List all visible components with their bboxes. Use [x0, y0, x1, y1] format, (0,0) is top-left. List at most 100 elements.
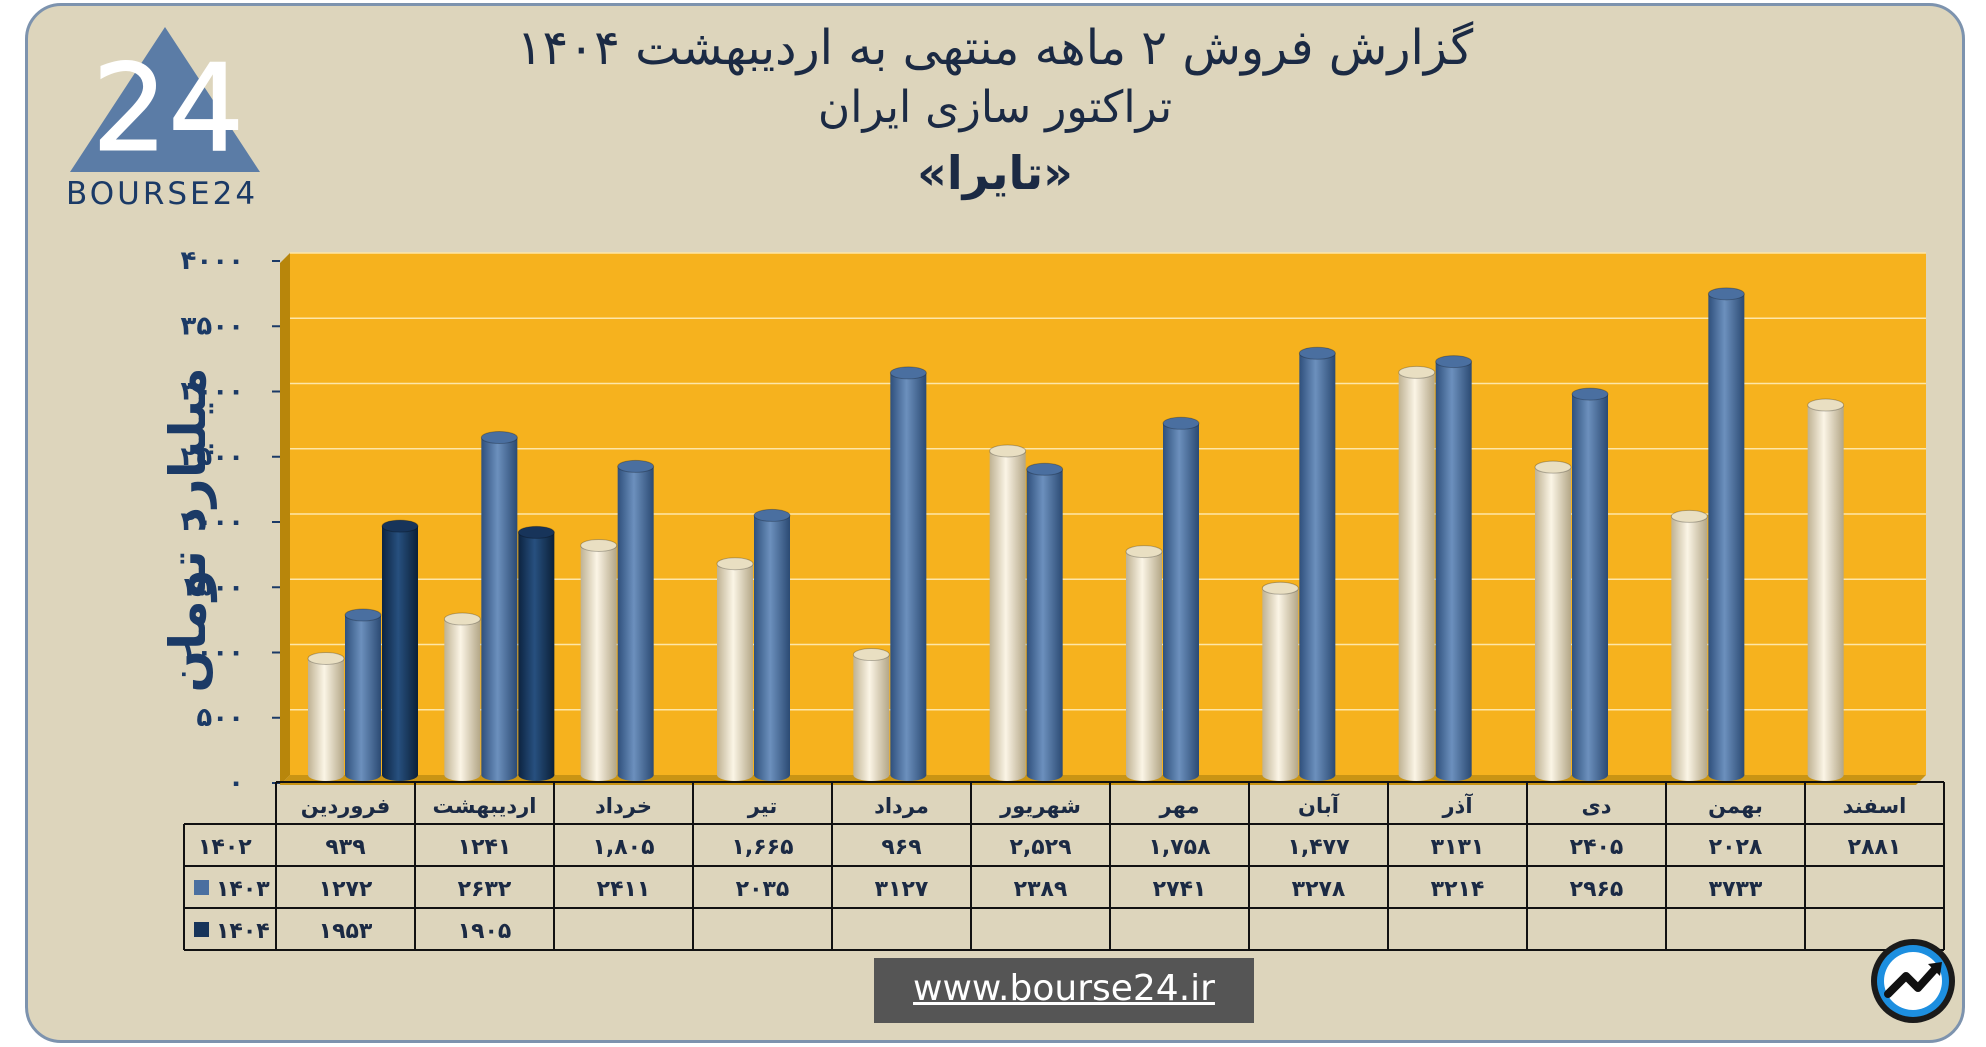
bar [1435, 355, 1473, 781]
bar-base [890, 769, 927, 781]
bar-cap [1162, 416, 1200, 430]
bar-base [345, 769, 381, 781]
data-label: ۲۳۸۹ [1014, 877, 1068, 902]
bar-base [1299, 769, 1336, 781]
bar-body [345, 615, 381, 775]
x-tick-label: آذر [1441, 793, 1473, 818]
bar-base [717, 769, 753, 781]
legend-swatch [194, 922, 209, 937]
data-label: ۱,۷۵۸ [1148, 835, 1211, 860]
bar-cap [617, 459, 655, 473]
data-label: ۱,۸۰۵ [592, 835, 654, 860]
bar-body [1126, 551, 1162, 775]
bar-cap [1670, 509, 1708, 523]
logo-text: BOURSE24 [66, 176, 259, 212]
bar [344, 608, 382, 781]
x-tick-label: تیر [747, 794, 778, 818]
bar-base [1572, 769, 1608, 781]
y-tick-label: ۴۰۰۰ [181, 246, 244, 276]
x-tick-label: مرداد [874, 794, 929, 818]
y-tick-label: ۲۰۰۰ [181, 507, 244, 537]
bar [1026, 462, 1064, 781]
trend-arrow-circle-icon[interactable] [1868, 936, 1958, 1026]
bar-base [617, 769, 654, 781]
bar [1398, 365, 1436, 781]
data-label: ۳۱۲۷ [875, 877, 929, 902]
bar-cap [480, 431, 518, 445]
bar [1534, 460, 1572, 781]
bar-body [890, 372, 927, 775]
bar-cap [1026, 462, 1064, 476]
bar [617, 459, 655, 781]
bar-body [717, 563, 753, 775]
legend-label: ۱۴۰۴ [216, 919, 270, 944]
bar-base [1026, 769, 1063, 781]
x-tick-label: شهریور [999, 794, 1081, 818]
bar [753, 508, 791, 781]
bar-cap [1534, 460, 1572, 474]
data-label: ۱۲۷۲ [319, 877, 373, 902]
bar [443, 612, 481, 781]
bar-base [382, 769, 418, 781]
data-label: ۱۹۰۵ [458, 919, 512, 944]
bar-cap [1707, 287, 1745, 301]
bar-cap [989, 444, 1027, 458]
bourse24-logo-icon: 24 [70, 27, 260, 180]
bar-base [1163, 769, 1199, 781]
bar-cap [381, 519, 419, 533]
bar [381, 519, 419, 781]
bar-body [754, 515, 790, 775]
y-tick-label: ۳۵۰۰ [181, 311, 244, 341]
bar-base [1807, 769, 1844, 781]
bar [517, 525, 555, 781]
website-link[interactable]: www.bourse24.ir [874, 958, 1254, 1023]
bar-base [989, 769, 1026, 781]
data-label: ۱,۴۷۷ [1287, 835, 1350, 860]
bar-body [444, 619, 481, 775]
x-tick-label: اردیبهشت [433, 794, 537, 818]
bar-cap [753, 508, 791, 522]
x-tick-label: خرداد [595, 794, 652, 818]
bar-body [617, 466, 654, 775]
legend-swatch [194, 880, 209, 895]
data-label: ۲۴۰۵ [1570, 835, 1624, 860]
bar-cap [716, 557, 754, 571]
bar-base [518, 769, 555, 781]
bar-body [1572, 394, 1608, 775]
bar-cap [344, 608, 382, 622]
y-tick-label: ۳۰۰۰ [181, 377, 244, 407]
bar-body [1535, 467, 1571, 775]
y-tick-label: ۲۵۰۰ [181, 442, 244, 472]
x-tick-label: آبان [1298, 793, 1340, 818]
bar-body [989, 450, 1026, 775]
bar [1707, 287, 1745, 781]
bar-body [382, 526, 418, 775]
bar-cap [307, 651, 345, 665]
chart-subtitle: تراکتور سازی ایران [817, 82, 1173, 133]
data-label: ۱۹۵۳ [319, 919, 373, 944]
bar-body [1708, 293, 1745, 775]
bar-body [518, 532, 555, 775]
bar-base [1708, 769, 1745, 781]
bar-base [580, 769, 617, 781]
data-label: ۱۲۴۱ [458, 835, 512, 860]
bar-base [1398, 769, 1435, 781]
bar-cap [517, 525, 555, 539]
logo-mark: 24 [92, 40, 245, 179]
data-label: ۲۴۱۱ [597, 877, 651, 902]
chart-title: گزارش فروش ۲ ماهه منتهی به اردیبهشت ۱۴۰۴ [516, 20, 1474, 76]
bar [307, 651, 345, 781]
bar-base [754, 769, 790, 781]
bar-body [1807, 405, 1844, 775]
bar [1261, 581, 1299, 781]
data-label: ۳۲۱۴ [1431, 877, 1485, 902]
data-label: ۲,۵۲۹ [1009, 835, 1071, 860]
x-tick-label: مهر [1159, 794, 1200, 818]
bar-base [308, 769, 344, 781]
bar [852, 648, 890, 781]
y-tick-label: ۱۵۰۰ [181, 572, 244, 602]
bar [1298, 346, 1336, 781]
y-tick-label: ۰ [228, 768, 244, 798]
bar-body [1671, 516, 1708, 775]
bar-cap [852, 648, 890, 662]
